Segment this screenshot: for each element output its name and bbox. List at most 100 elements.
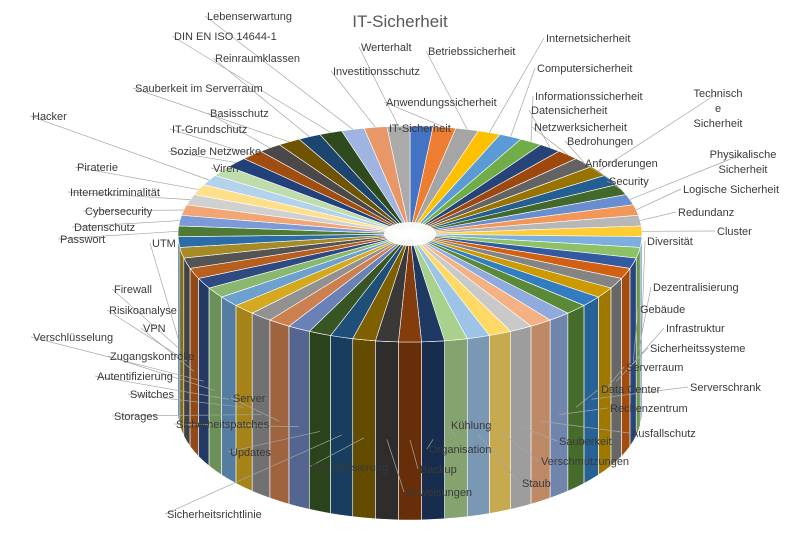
leader-line [564,140,585,163]
leader-line [478,434,521,484]
leader-line [57,230,179,240]
slice-label: Updates [230,447,271,459]
leader-line [169,128,253,156]
slice-label: Verschmutzungen [541,456,629,468]
slice-labels: IT-Sicherheit Anwendungssicherheit Betrieb… [32,11,779,521]
slice-side [530,319,551,505]
slice-side [629,257,637,448]
leader-line [29,115,210,181]
slice-label: Serverschrank [690,382,761,394]
slice-label: Sauberkeit im Serverraum [135,83,263,95]
leader-line [210,167,222,172]
slice-side [179,247,185,437]
slice-label: Basisschutz [210,108,269,120]
leader-line [520,426,558,442]
slice-label: Dezentralisierung [653,282,739,294]
slice-62 [386,125,411,235]
slice-label: Betriebssicherheit [428,46,515,58]
leader-line [71,220,180,228]
slice-label: Anforderungen [585,158,658,170]
slice-label: Server [233,393,266,405]
leader-line [140,327,195,372]
slice-side [375,340,399,521]
slice-side [309,330,331,514]
leader-line [598,92,719,172]
slice-side [208,287,222,476]
leader-line [386,439,405,493]
leader-line [132,87,290,143]
leader-line [106,309,187,362]
leader-line [74,166,199,190]
leader-line [111,288,182,351]
pie-sides [177,233,643,521]
leader-line [358,46,399,127]
slice-label: Sauberkeit [559,436,612,448]
slice-side [352,338,376,520]
slice-label: Soziale Netzwerke [170,146,261,158]
leader-line [107,355,216,391]
slice-label: Sicherheitsrichtlinie [167,509,262,521]
leader-line [227,431,320,453]
slice-label: VPN [143,323,166,335]
slice-label: Diversität [647,236,693,248]
slice-label: Computersicherheit [537,63,632,75]
leader-line [30,336,204,382]
slice-label: Gebäude [640,304,685,316]
slice-label: Infrastruktur [666,323,725,335]
leader-line [330,70,376,128]
leader-line [531,126,569,156]
slice-label: Netzwerksicherheit [534,122,627,134]
leader-line [629,153,744,200]
slice-label: Piraterie [77,162,118,174]
leader-line [499,431,540,462]
pie-center-highlight [384,222,436,246]
leader-line [409,439,419,470]
slice-label: Zugangskontrolle [110,351,194,363]
leader-line [638,286,652,351]
leader-line [426,439,434,450]
leader-line [207,112,271,149]
slice-side [198,277,210,467]
leader-line [383,101,445,128]
slice-label: Ausfallschutz [631,428,696,440]
leader-line [591,386,689,400]
leader-line [111,414,261,417]
slice-label: Backup [420,464,457,476]
slice-label: IT-Grundschutz [172,124,247,136]
leader-line [604,366,625,391]
slice-label: Lebenserwartung [207,11,292,23]
leader-line [632,308,639,362]
leader-line [167,150,237,163]
leader-line [386,125,422,129]
slice-label: Firewall [114,284,152,296]
slice-label: Redundanz [678,207,734,219]
slice-label: Logische Sicherheit [683,184,779,196]
leader-line [308,437,365,468]
leader-line [530,95,534,142]
leader-line [127,393,244,408]
slice-label: Data Center [601,384,661,396]
slice-label: Passwort [60,234,105,246]
leader-line [82,209,184,212]
slice-label: Viren [213,163,238,175]
slice-label: Anwendungssicherheit [386,97,497,109]
slice-label: Datenschutz [74,222,135,234]
leader-line [149,242,179,341]
slice-label: Investitionsschutz [333,66,420,78]
slice-label: Rechenzentrum [610,403,688,415]
slice-label: Sensibilisierung [311,462,388,474]
leader-line [230,397,280,422]
slice-label: Hacker [32,111,67,123]
leader-line [636,188,682,211]
leader-lines [29,15,744,515]
leader-line [425,50,468,130]
slice-label: DIN EN ISO 14644-1 [174,31,277,43]
slice-label: UTM [152,238,176,250]
slice-label: Bedrohungen [567,136,633,148]
slice-label: Informationssicherheit [535,91,643,103]
slice-label: Cluster [717,226,752,238]
slice-label: Risikoanalyse [109,305,177,317]
slice-label: Anweisungen [406,487,472,499]
leader-line [510,67,536,137]
